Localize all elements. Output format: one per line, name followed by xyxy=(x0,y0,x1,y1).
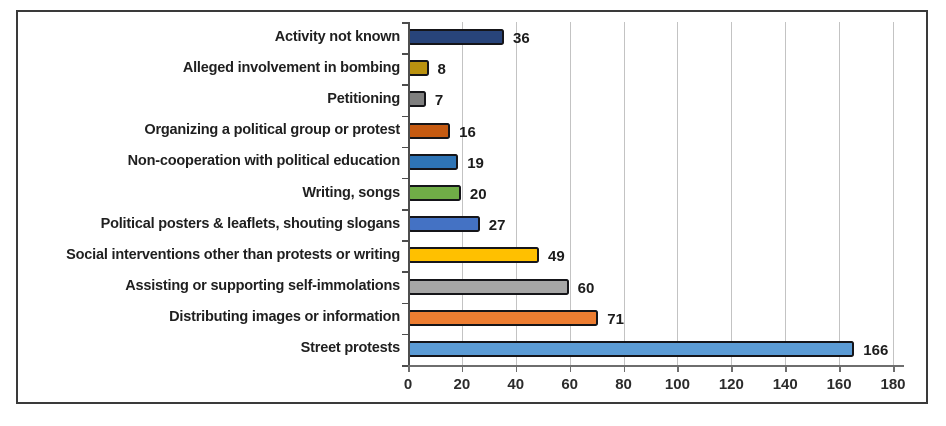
gridline xyxy=(839,22,841,365)
gridline xyxy=(461,22,463,365)
gridline xyxy=(623,22,625,365)
value-label: 71 xyxy=(607,310,624,328)
x-axis-tick xyxy=(515,367,518,372)
value-label: 49 xyxy=(548,248,565,266)
x-axis xyxy=(408,365,904,367)
gridline xyxy=(515,22,517,365)
category-label: Non-cooperation with political education xyxy=(127,153,401,170)
y-axis-tick xyxy=(402,271,408,273)
y-axis-tick xyxy=(402,22,408,24)
bar xyxy=(408,153,459,170)
x-axis-tick xyxy=(785,367,787,372)
x-axis-tick xyxy=(461,367,464,372)
x-tick-label: 20 xyxy=(453,376,471,393)
x-tick-label: 120 xyxy=(718,376,744,393)
x-axis-tick xyxy=(893,367,895,372)
bar xyxy=(408,185,461,201)
x-axis-tick xyxy=(839,367,841,372)
x-tick-label: 0 xyxy=(403,376,413,393)
gridline xyxy=(569,22,571,365)
value-label: 7 xyxy=(434,92,444,110)
plot-area: 36 8 7 16 19 20 27 49 60 71 166 xyxy=(408,22,908,365)
value-label: 36 xyxy=(513,30,530,48)
x-tick-label: 160 xyxy=(826,376,852,393)
category-label: Political posters & leaflets, shouting s… xyxy=(100,215,401,232)
x-tick-label: 60 xyxy=(561,376,578,393)
category-label: Social interventions other than protests… xyxy=(66,246,400,263)
y-axis-tick xyxy=(402,84,408,86)
category-label: Assisting or supporting self-immolations xyxy=(125,278,400,295)
x-tick-label: 80 xyxy=(615,376,632,393)
value-label: 8 xyxy=(437,61,446,79)
value-label: 166 xyxy=(863,341,889,359)
y-axis-tick xyxy=(402,115,408,118)
value-label: 19 xyxy=(467,154,484,172)
y-axis-tick xyxy=(402,240,408,242)
category-label: Distributing images or information xyxy=(169,309,400,326)
y-axis-tick xyxy=(402,302,408,305)
x-axis-tick xyxy=(569,367,572,372)
bar xyxy=(408,278,569,295)
value-label: 60 xyxy=(577,279,595,297)
x-axis-tick xyxy=(677,367,679,372)
x-axis-tick xyxy=(731,367,733,372)
gridline xyxy=(731,22,733,365)
category-label: Activity not known xyxy=(274,28,400,45)
y-axis-tick xyxy=(402,146,408,149)
bar xyxy=(408,247,540,264)
y-axis-tick xyxy=(402,53,408,55)
x-tick-label: 100 xyxy=(664,376,690,393)
gridline xyxy=(893,22,894,365)
x-tick-label: 140 xyxy=(772,376,798,393)
value-label: 27 xyxy=(488,217,506,235)
y-axis-tick xyxy=(402,365,408,367)
x-tick-label: 180 xyxy=(880,376,906,393)
y-axis-tick xyxy=(402,333,408,336)
bar xyxy=(408,122,451,139)
y-axis-tick xyxy=(402,177,408,180)
bar xyxy=(408,60,429,77)
gridline xyxy=(785,22,787,365)
bar xyxy=(408,216,480,233)
category-label: Street protests xyxy=(300,340,401,357)
bar xyxy=(408,29,504,46)
chart-frame: 36 8 7 16 19 20 27 49 60 71 166 Activity not known… xyxy=(16,10,928,404)
gridline xyxy=(677,22,679,365)
x-tick-label: 40 xyxy=(507,376,525,393)
category-label: Alleged involvement in bombing xyxy=(182,59,400,76)
y-axis-tick xyxy=(402,209,408,211)
x-axis-tick xyxy=(623,367,626,372)
category-label: Organizing a political group or protest xyxy=(144,122,400,139)
x-axis-tick xyxy=(408,367,410,372)
value-label: 20 xyxy=(469,186,487,203)
y-axis xyxy=(408,22,410,370)
bar xyxy=(408,340,855,357)
value-label: 16 xyxy=(459,123,476,141)
category-label: Writing, songs xyxy=(302,184,400,201)
category-label: Petitioning xyxy=(327,90,400,107)
bar xyxy=(408,309,599,326)
bar xyxy=(408,91,426,108)
